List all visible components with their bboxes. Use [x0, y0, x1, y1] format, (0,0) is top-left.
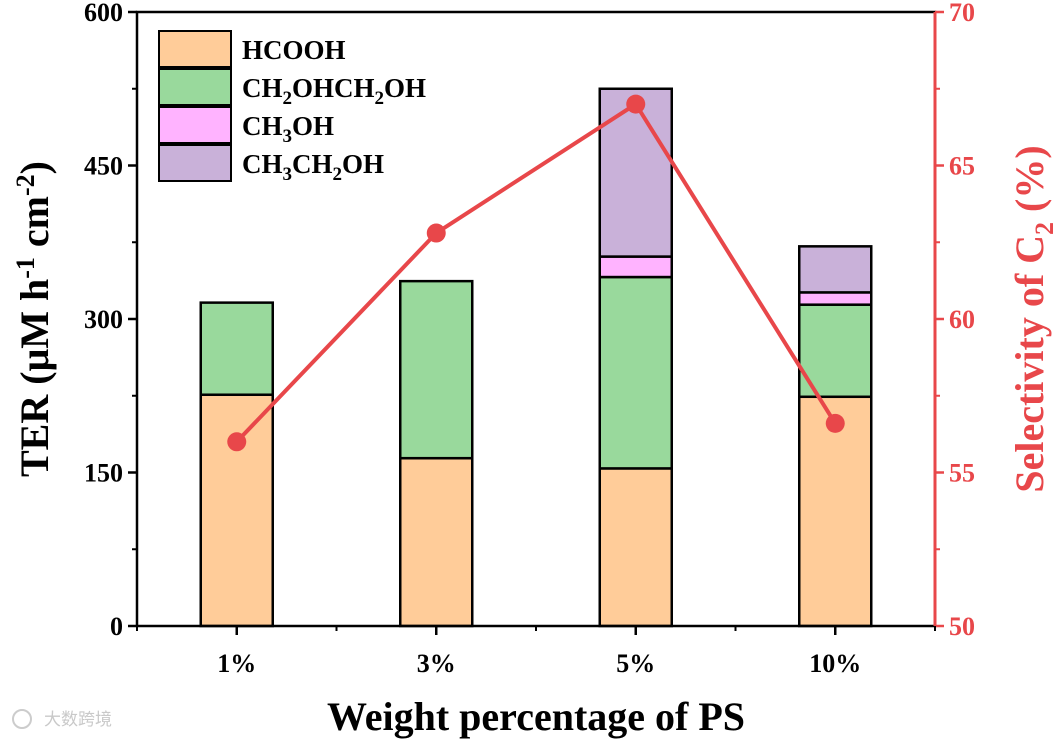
x-tick-label: 3%	[417, 649, 456, 678]
legend-label-part: HCOOH	[242, 35, 346, 65]
selectivity-point-4	[825, 413, 845, 433]
legend-label-part: 3	[283, 164, 293, 185]
watermark-text: 大数跨境	[44, 710, 112, 730]
left-tick-label: 150	[84, 459, 123, 488]
right-tick-label: 65	[949, 152, 975, 181]
x-tick-label: 10%	[809, 649, 861, 678]
legend-label-part: CH	[292, 149, 333, 179]
left-tick-label: 600	[84, 0, 123, 27]
bar-ch2ohch2oh-2	[399, 279, 474, 460]
x-tick-label: 1%	[217, 649, 256, 678]
x-axis-title: Weight percentage of PS	[327, 694, 745, 739]
selectivity-point-2	[426, 223, 446, 243]
bar-hcooh-3	[598, 467, 673, 628]
left-tick-label: 0	[110, 612, 123, 641]
legend-label-hcooh: HCOOH	[242, 35, 346, 65]
legend-swatch-ch2ohch2oh	[158, 68, 232, 106]
bar-ch2ohch2oh-3	[598, 275, 673, 470]
selectivity-point-3	[626, 94, 646, 114]
right-tick-label: 60	[949, 305, 975, 334]
y-axis-title: TER (μM h-1 cm-2)	[11, 161, 57, 477]
legend-label-part: OH	[292, 111, 334, 141]
legend-swatch-ch3oh	[158, 106, 232, 144]
secondary-axis-title: Selectivity of C2 (%)	[1007, 145, 1059, 492]
bar-hcooh-1	[199, 393, 274, 628]
bar-hcooh-4	[798, 395, 873, 628]
right-tick-label: 70	[949, 0, 975, 27]
right-tick-label: 50	[949, 612, 975, 641]
x-axis: 1% 3% 5% 10%	[136, 626, 936, 678]
legend-label-ch3ch2oh: CH3CH2OH	[242, 149, 384, 185]
bar-ch3oh-4	[798, 291, 873, 306]
x-tick-label: 5%	[616, 649, 655, 678]
legend-label-part: 2	[283, 88, 293, 109]
selectivity-point-1	[227, 432, 247, 452]
legend-label-ch2ohch2oh: CH2OHCH2OH	[242, 73, 426, 109]
bar-ch3ch2oh-3	[598, 87, 673, 258]
bars-layer	[199, 87, 873, 628]
selectivity-line	[235, 101, 837, 444]
legend-label-ch3oh: CH3OH	[242, 111, 334, 147]
bar-ch3oh-3	[598, 255, 673, 279]
legend-swatch-ch3ch2oh	[158, 144, 232, 182]
legend-swatch-hcooh	[158, 30, 232, 68]
legend-label-part: CH	[242, 149, 283, 179]
right-tick-label: 55	[949, 459, 975, 488]
legend-label-part: 2	[375, 88, 385, 109]
bar-ch3ch2oh-4	[798, 245, 873, 294]
right-axis: 50 55 60 65 70	[933, 0, 975, 641]
watermark-logo-icon	[12, 709, 32, 729]
legend-label-part: CH	[242, 73, 283, 103]
watermark: 大数跨境	[12, 709, 112, 730]
bar-ch2ohch2oh-1	[199, 301, 274, 396]
legend-label-part: OH	[384, 73, 426, 103]
left-tick-label: 300	[84, 305, 123, 334]
legend-label-part: OHCH	[292, 73, 375, 103]
legend-label-part: CH	[242, 111, 283, 141]
legend-label-part: 2	[333, 164, 343, 185]
legend-label-part: 3	[283, 126, 293, 147]
left-tick-label: 450	[84, 152, 123, 181]
left-axis: 0 150 300 450 600	[84, 0, 137, 641]
selectivity-line-layer	[227, 94, 845, 452]
legend-label-part: OH	[342, 149, 384, 179]
bar-hcooh-2	[399, 456, 474, 628]
